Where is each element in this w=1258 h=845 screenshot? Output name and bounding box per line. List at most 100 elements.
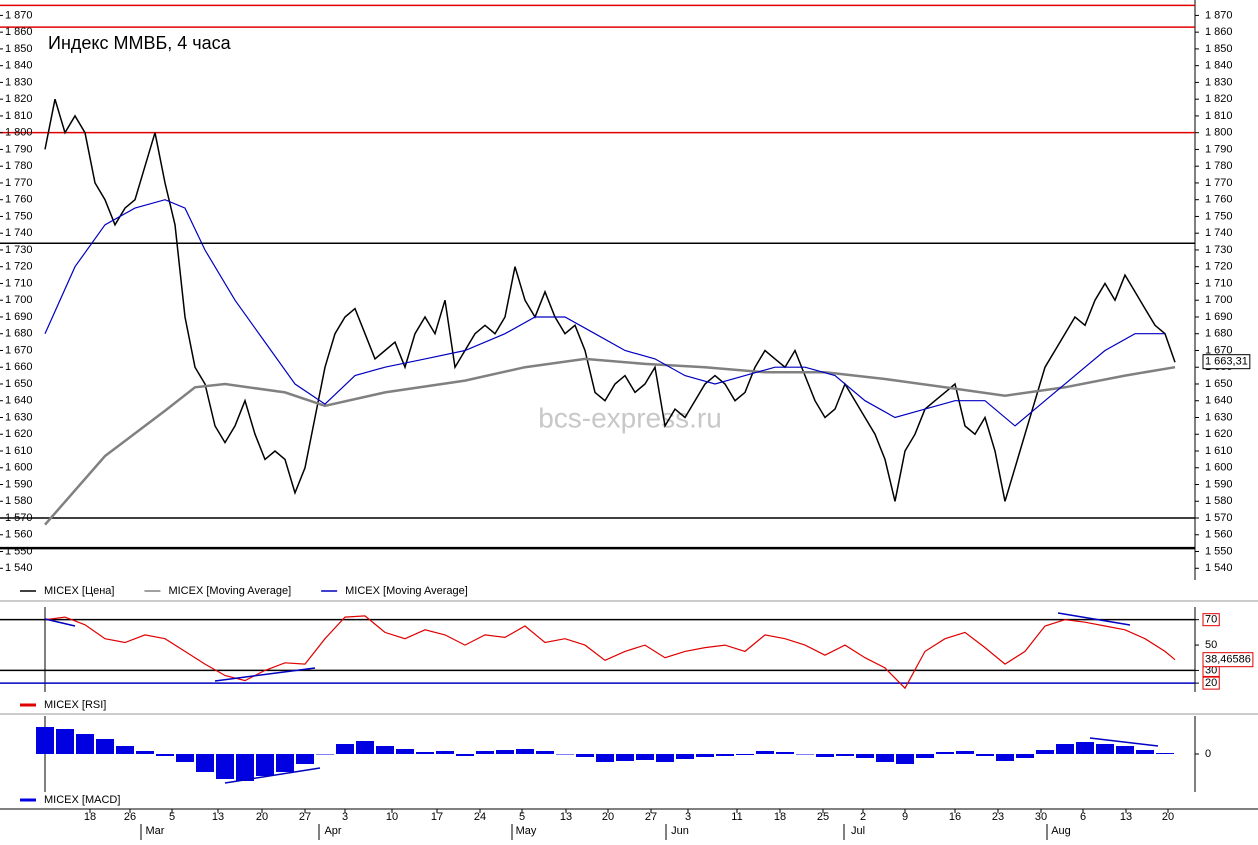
bar — [396, 749, 414, 754]
bar — [1016, 754, 1034, 758]
x-tick-label: 27 — [645, 811, 657, 823]
bar — [256, 754, 274, 776]
bar — [756, 751, 774, 754]
y-tick-label: 1 750 — [5, 210, 33, 222]
x-tick-label: 11 — [731, 811, 742, 823]
plot-layer: 1 870 1 870 1 860 1 860 1 850 1 850 1 840 1 840… — [0, 4, 1254, 840]
y-tick-label: 1 860 — [5, 26, 33, 38]
y-tick-label: 1 630 — [5, 411, 33, 423]
divergence-line — [214, 667, 316, 682]
y-tick-label: 0 — [1205, 748, 1211, 760]
bar — [596, 754, 614, 762]
y-tick-label: 1 700 — [1205, 294, 1233, 306]
y-tick-label: 1 770 — [5, 177, 33, 189]
x-tick-label: 16 — [949, 811, 961, 823]
y-tick-label: 1 560 — [1205, 529, 1233, 541]
legend-label: MICEX [Цена] — [44, 585, 114, 597]
x-tick-label: 5 — [519, 811, 525, 823]
x-tick-label: 17 — [431, 811, 443, 823]
legend-label: MICEX [Moving Average] — [345, 585, 468, 597]
month-label: Mar — [146, 825, 165, 837]
y-tick-label: 1 590 — [5, 478, 33, 490]
y-tick-label: 1 720 — [1205, 261, 1233, 273]
y-tick-label: 1 670 — [5, 344, 33, 356]
y-tick-label: 1 710 — [5, 277, 33, 289]
bar — [936, 752, 954, 754]
y-tick-label: 1 820 — [1205, 93, 1233, 105]
series-line — [44, 357, 1176, 526]
y-tick-label: 1 850 — [5, 43, 33, 55]
bar — [156, 754, 174, 756]
y-tick-label: 1 660 — [5, 361, 33, 373]
y-tick-label: 1 540 — [5, 562, 33, 574]
bar — [716, 754, 734, 756]
bar — [196, 754, 214, 772]
y-tick-label: 1 570 — [1205, 512, 1233, 524]
y-tick-label: 1 760 — [1205, 194, 1233, 206]
bar — [856, 754, 874, 758]
x-tick-label: 30 — [1035, 811, 1047, 823]
x-tick-label: 9 — [902, 811, 908, 823]
x-tick-label: 18 — [84, 811, 96, 823]
y-tick-label: 1 600 — [1205, 462, 1233, 474]
bar — [956, 751, 974, 754]
y-tick-label: 1 730 — [5, 244, 33, 256]
y-tick-label: 1 810 — [1205, 110, 1233, 122]
watermark: bcs-express.ru — [538, 402, 722, 433]
bar — [816, 754, 834, 757]
bar — [416, 752, 434, 754]
chart-title: Индекс ММВБ, 4 часа — [48, 33, 232, 53]
y-tick-label: 1 710 — [1205, 277, 1233, 289]
x-tick-label: 25 — [817, 811, 829, 823]
y-tick-label: 1 750 — [1205, 210, 1233, 222]
y-tick-label: 1 840 — [5, 60, 33, 72]
y-tick-label: 1 580 — [1205, 495, 1233, 507]
bar — [316, 754, 334, 755]
y-tick-label: 1 680 — [5, 328, 33, 340]
y-tick-box — [1202, 676, 1220, 690]
y-tick-label: 1 790 — [1205, 143, 1233, 155]
y-tick-label: 1 630 — [1205, 411, 1233, 423]
y-tick-label: 1 670 — [1205, 344, 1233, 356]
month-label: Aug — [1051, 825, 1071, 837]
bar — [556, 754, 574, 755]
y-tick-label: 1 810 — [5, 110, 33, 122]
bar — [1156, 753, 1174, 754]
y-tick-label: 1 700 — [5, 294, 33, 306]
bar — [376, 746, 394, 754]
y-tick-label: 1 690 — [1205, 311, 1233, 323]
bar — [576, 754, 594, 757]
bar — [1116, 746, 1134, 754]
bar — [356, 741, 374, 754]
y-tick-label: 1 800 — [5, 127, 33, 139]
y-tick-label: 1 680 — [1205, 328, 1233, 340]
y-tick-label: 1 580 — [5, 495, 33, 507]
bar — [1036, 750, 1054, 754]
y-tick-label: 1 780 — [5, 160, 33, 172]
bar — [476, 751, 494, 754]
bar — [616, 754, 634, 761]
x-tick-label: 27 — [299, 811, 311, 823]
x-tick-label: 2 — [860, 811, 866, 823]
y-tick-label: 1 620 — [5, 428, 33, 440]
bar — [736, 754, 754, 755]
legend-label: MICEX [Moving Average] — [168, 585, 291, 597]
y-tick-box — [1202, 613, 1220, 627]
y-tick-label: 1 650 — [5, 378, 33, 390]
x-tick-label: 24 — [474, 811, 486, 823]
y-tick-label: 1 830 — [1205, 76, 1233, 88]
bar — [276, 754, 294, 772]
bar — [876, 754, 894, 762]
x-tick-label: 5 — [169, 811, 175, 823]
y-tick-label: 1 640 — [1205, 395, 1233, 407]
title-bg — [46, 30, 261, 56]
y-tick-label: 1 790 — [5, 143, 33, 155]
bar — [176, 754, 194, 762]
bar — [76, 734, 94, 754]
bar — [1096, 744, 1114, 754]
divergence-line — [224, 767, 321, 784]
bar — [676, 754, 694, 759]
divergence-line — [44, 618, 76, 627]
